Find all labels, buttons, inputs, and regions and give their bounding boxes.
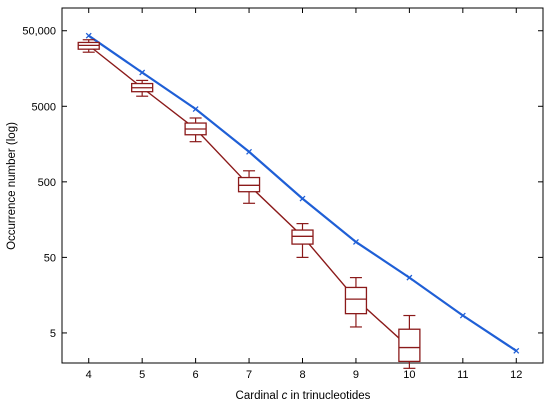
x-tick-label: 4 bbox=[86, 369, 92, 381]
x-tick-label: 10 bbox=[403, 369, 415, 381]
series-upper-point bbox=[246, 148, 253, 155]
point-marker-stroke bbox=[352, 239, 359, 245]
x-tick-label: 9 bbox=[353, 369, 359, 381]
x-axis-title: Cardinal c in trinucleotides bbox=[236, 390, 371, 402]
x-axis-title-prefix: Cardinal bbox=[236, 390, 282, 402]
boxplot bbox=[131, 79, 154, 97]
point-marker-stroke bbox=[406, 274, 413, 281]
boxplot bbox=[184, 117, 207, 143]
x-tick-label: 12 bbox=[510, 369, 522, 381]
x-axis-title-suffix: in trinucleotides bbox=[287, 390, 370, 402]
point-marker-stroke bbox=[85, 32, 92, 39]
x-axis-title-variable: c bbox=[282, 390, 288, 402]
boxplot bbox=[291, 223, 314, 258]
point-marker-stroke bbox=[192, 106, 199, 112]
boxplot-box bbox=[344, 286, 368, 315]
point-marker-stroke bbox=[246, 148, 253, 155]
x-tick-label: 8 bbox=[299, 369, 305, 381]
point-marker-stroke bbox=[459, 312, 466, 319]
x-axis-ticks: 4 5 6 7 8 9 10 11 12 bbox=[86, 8, 522, 381]
boxplot bbox=[344, 277, 368, 328]
x-tick-label: 5 bbox=[139, 369, 145, 381]
x-tick-label: 11 bbox=[457, 369, 468, 381]
series-upper-point bbox=[513, 347, 520, 354]
y-axis-ticks: 5 50 500 5000 50,000 bbox=[22, 26, 543, 340]
x-tick-label: 7 bbox=[246, 369, 252, 381]
series-upper-point bbox=[139, 69, 146, 76]
boxplot bbox=[398, 314, 421, 369]
y-tick-label: 5 bbox=[50, 328, 56, 340]
x-tick-label: 6 bbox=[193, 369, 199, 381]
boxplot-box bbox=[291, 229, 314, 245]
boxplot-box bbox=[398, 328, 421, 363]
series-upper-line bbox=[85, 32, 520, 354]
series-boxplots bbox=[77, 39, 421, 369]
series-upper-point bbox=[299, 195, 306, 202]
series-upper-point bbox=[192, 106, 199, 112]
y-tick-label: 5000 bbox=[32, 101, 56, 113]
series-upper-point bbox=[352, 239, 359, 245]
point-marker-stroke bbox=[513, 347, 520, 354]
y-tick-label: 50,000 bbox=[22, 26, 56, 38]
y-axis-title: Occurrence number (log) bbox=[6, 122, 18, 250]
series-upper-point bbox=[85, 32, 92, 39]
boxplot bbox=[77, 39, 100, 53]
point-marker-stroke bbox=[139, 69, 146, 76]
plot-frame bbox=[61, 7, 544, 364]
y-tick-label: 50 bbox=[44, 252, 56, 264]
point-marker-stroke bbox=[299, 195, 306, 202]
series-upper-point bbox=[406, 274, 413, 281]
y-tick-label: 500 bbox=[38, 177, 56, 189]
boxplot bbox=[237, 170, 261, 204]
series-upper-point bbox=[459, 312, 466, 319]
boxplot-box bbox=[237, 176, 261, 193]
